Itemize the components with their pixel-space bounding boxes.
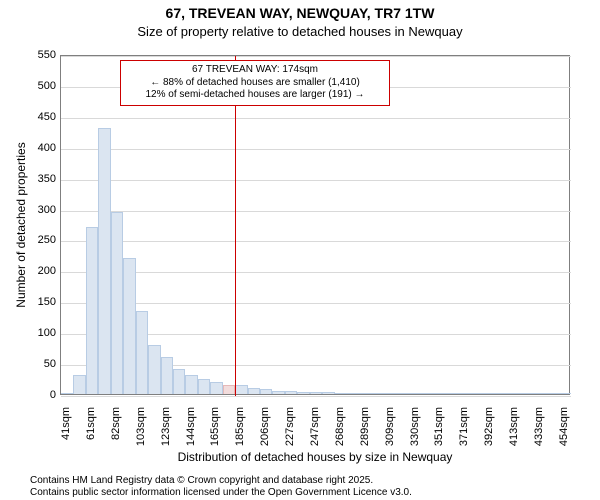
- histogram-bar: [509, 393, 521, 394]
- y-tick-label: 350: [26, 173, 56, 185]
- histogram-bar: [185, 375, 197, 394]
- gridline: [61, 56, 571, 57]
- histogram-bar: [148, 345, 160, 394]
- histogram-bar: [111, 212, 123, 394]
- histogram-bar: [310, 392, 322, 394]
- histogram-bar: [73, 375, 85, 394]
- y-tick-label: 250: [26, 234, 56, 246]
- histogram-bar: [322, 392, 334, 394]
- y-tick-label: 550: [26, 49, 56, 61]
- y-tick-label: 200: [26, 265, 56, 277]
- histogram-bar: [161, 357, 173, 394]
- gridline: [61, 149, 571, 150]
- callout-line: ← 88% of detached houses are smaller (1,…: [127, 77, 383, 90]
- histogram-bar: [285, 391, 297, 394]
- x-tick-label: 392sqm: [483, 407, 495, 457]
- histogram-bar: [86, 227, 98, 394]
- histogram-bar: [409, 393, 421, 394]
- y-tick-label: 100: [26, 327, 56, 339]
- x-tick-label: 227sqm: [284, 407, 296, 457]
- histogram-bar: [484, 393, 496, 394]
- footnote-1: Contains HM Land Registry data © Crown c…: [0, 475, 600, 487]
- histogram-bar: [335, 393, 347, 394]
- callout-line: 67 TREVEAN WAY: 174sqm: [127, 64, 383, 77]
- histogram-bar: [260, 389, 272, 394]
- histogram-bar: [198, 379, 210, 394]
- y-tick-label: 150: [26, 296, 56, 308]
- gridline: [61, 303, 571, 304]
- x-tick-label: 433sqm: [533, 407, 545, 457]
- histogram-bar: [471, 393, 483, 394]
- histogram-bar: [210, 382, 222, 394]
- x-tick-label: 247sqm: [309, 407, 321, 457]
- histogram-bar: [459, 393, 471, 394]
- histogram-bar: [248, 388, 260, 394]
- histogram-bar: [235, 385, 247, 394]
- x-tick-label: 454sqm: [558, 407, 570, 457]
- histogram-bar: [521, 393, 533, 394]
- x-tick-label: 144sqm: [185, 407, 197, 457]
- gridline: [61, 118, 571, 119]
- x-tick-label: 309sqm: [384, 407, 396, 457]
- reference-line: [235, 56, 236, 396]
- callout-box: 67 TREVEAN WAY: 174sqm← 88% of detached …: [120, 60, 390, 106]
- histogram-bar: [136, 311, 148, 394]
- histogram-bar: [123, 258, 135, 394]
- x-tick-label: 371sqm: [458, 407, 470, 457]
- histogram-bar: [434, 393, 446, 394]
- y-tick-label: 300: [26, 204, 56, 216]
- histogram-bar: [360, 393, 372, 394]
- histogram-bar: [347, 393, 359, 394]
- x-tick-label: 103sqm: [135, 407, 147, 457]
- histogram-bar: [372, 393, 384, 394]
- gridline: [61, 241, 571, 242]
- histogram-bar: [98, 128, 110, 394]
- x-tick-label: 41sqm: [60, 407, 72, 457]
- x-tick-label: 289sqm: [359, 407, 371, 457]
- histogram-bar: [496, 393, 508, 394]
- x-tick-label: 165sqm: [209, 407, 221, 457]
- x-tick-label: 82sqm: [110, 407, 122, 457]
- y-tick-label: 500: [26, 80, 56, 92]
- histogram-bar: [546, 393, 558, 394]
- x-tick-label: 351sqm: [433, 407, 445, 457]
- plot-area: [60, 55, 570, 395]
- x-tick-label: 413sqm: [508, 407, 520, 457]
- histogram-bar: [61, 393, 73, 394]
- y-tick-label: 450: [26, 111, 56, 123]
- y-tick-label: 400: [26, 142, 56, 154]
- y-tick-label: 50: [26, 358, 56, 370]
- chart-container: 67, TREVEAN WAY, NEWQUAY, TR7 1TW Size o…: [0, 0, 600, 500]
- x-tick-label: 123sqm: [160, 407, 172, 457]
- histogram-bar: [534, 393, 546, 394]
- x-tick-label: 268sqm: [334, 407, 346, 457]
- histogram-bar: [384, 393, 396, 394]
- x-tick-label: 185sqm: [234, 407, 246, 457]
- callout-line: 12% of semi-detached houses are larger (…: [127, 89, 383, 102]
- histogram-bar: [297, 392, 309, 394]
- gridline: [61, 211, 571, 212]
- gridline: [61, 180, 571, 181]
- histogram-bar: [173, 369, 185, 394]
- histogram-bar: [223, 385, 235, 394]
- x-tick-label: 330sqm: [409, 407, 421, 457]
- histogram-bar: [422, 393, 434, 394]
- histogram-bar: [397, 393, 409, 394]
- y-tick-label: 0: [26, 389, 56, 401]
- chart-subtitle: Size of property relative to detached ho…: [0, 24, 600, 39]
- gridline: [61, 396, 571, 397]
- x-tick-label: 206sqm: [259, 407, 271, 457]
- chart-title: 67, TREVEAN WAY, NEWQUAY, TR7 1TW: [0, 5, 600, 21]
- histogram-bar: [559, 393, 571, 394]
- histogram-bar: [272, 391, 284, 394]
- x-tick-label: 61sqm: [85, 407, 97, 457]
- gridline: [61, 272, 571, 273]
- histogram-bar: [447, 393, 459, 394]
- y-axis-label: Number of detached properties: [14, 55, 28, 395]
- footnote-2: Contains public sector information licen…: [0, 487, 600, 499]
